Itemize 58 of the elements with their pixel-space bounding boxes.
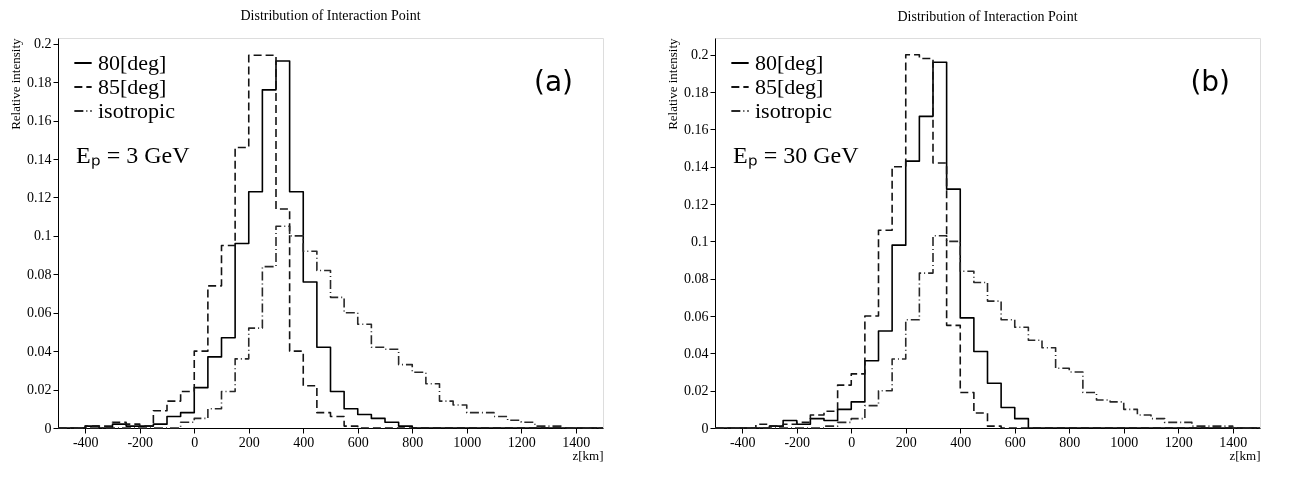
x-axis-title: z[km] bbox=[1229, 447, 1261, 463]
y-tick-label: 0.16 bbox=[27, 113, 52, 129]
y-tick-label: 0.08 bbox=[27, 266, 52, 282]
y-tick-label: 0.08 bbox=[684, 271, 709, 287]
x-tick-label: -400 bbox=[729, 434, 756, 450]
x-tick-label: 1400 bbox=[1219, 434, 1248, 450]
y-tick-label: 0.06 bbox=[684, 308, 709, 324]
chart-title: Distribution of Interaction Point bbox=[240, 7, 421, 23]
y-tick-label: 0.16 bbox=[684, 121, 709, 137]
x-tick-label: -200 bbox=[784, 434, 811, 450]
legend-label: isotropic bbox=[98, 98, 176, 123]
x-tick-label: 1400 bbox=[562, 434, 591, 450]
y-tick-label: 0.06 bbox=[27, 305, 52, 321]
chart-title: Distribution of Interaction Point bbox=[897, 9, 1078, 24]
y-tick-label: 0.1 bbox=[34, 228, 52, 244]
x-tick-label: 1200 bbox=[507, 434, 536, 450]
legend-label: 85[deg] bbox=[755, 74, 824, 99]
y-tick-label: 0.2 bbox=[691, 47, 709, 63]
x-tick-label: 400 bbox=[293, 434, 315, 450]
x-tick-label: 1000 bbox=[453, 434, 482, 450]
x-tick-label: 0 bbox=[848, 434, 856, 450]
x-tick-label: 600 bbox=[347, 434, 369, 450]
y-tick-label: 0.1 bbox=[691, 233, 709, 249]
legend-label: isotropic bbox=[755, 98, 833, 123]
y-tick-label: 0.02 bbox=[684, 383, 709, 399]
annotation: Eₚ = 3 GeV bbox=[76, 142, 191, 169]
x-tick-label: -200 bbox=[127, 434, 154, 450]
y-tick-label: 0.04 bbox=[27, 343, 52, 359]
x-tick-label: 800 bbox=[402, 434, 424, 450]
legend-label: 85[deg] bbox=[98, 74, 167, 99]
y-tick-label: 0.12 bbox=[684, 196, 709, 212]
annotation: Eₚ = 30 GeV bbox=[733, 142, 860, 169]
y-tick-label: 0.14 bbox=[684, 159, 709, 175]
x-tick-label: 0 bbox=[191, 434, 199, 450]
x-axis-title: z[km] bbox=[572, 447, 604, 463]
annotation: (b) bbox=[1190, 65, 1230, 98]
x-tick-label: 400 bbox=[950, 434, 972, 450]
x-tick-label: 600 bbox=[1004, 434, 1026, 450]
legend-label: 80[deg] bbox=[755, 50, 824, 75]
legend-label: 80[deg] bbox=[98, 50, 167, 75]
x-tick-label: 1200 bbox=[1164, 434, 1193, 450]
x-tick-label: 1000 bbox=[1110, 434, 1139, 450]
x-tick-label: 200 bbox=[238, 434, 260, 450]
x-tick-label: -400 bbox=[72, 434, 99, 450]
x-tick-label: 200 bbox=[895, 434, 917, 450]
y-tick-label: 0.02 bbox=[27, 382, 52, 398]
y-axis-title: Relative intensity bbox=[665, 38, 680, 130]
y-tick-label: 0.12 bbox=[27, 189, 52, 205]
y-tick-label: 0.18 bbox=[684, 84, 709, 100]
y-tick-label: 0 bbox=[44, 420, 52, 436]
y-tick-label: 0.18 bbox=[27, 74, 52, 90]
x-tick-label: 800 bbox=[1059, 434, 1081, 450]
y-tick-label: 0.2 bbox=[34, 36, 52, 52]
y-axis-title: Relative intensity bbox=[8, 38, 23, 130]
y-tick-label: 0.04 bbox=[684, 345, 709, 361]
y-tick-label: 0 bbox=[701, 420, 709, 436]
y-tick-label: 0.14 bbox=[27, 151, 52, 167]
annotation: (a) bbox=[533, 65, 573, 98]
